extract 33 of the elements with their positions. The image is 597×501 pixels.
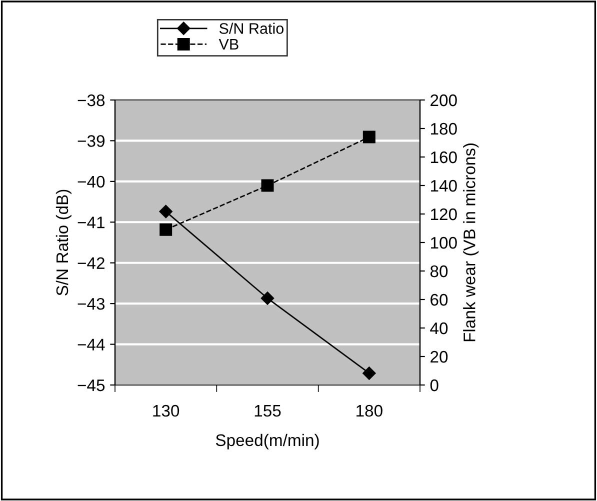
y-tick-label: −43 xyxy=(78,298,105,310)
point xyxy=(261,179,274,192)
y2-tick-label: 140 xyxy=(430,180,457,192)
y-tick-label: −42 xyxy=(78,257,104,269)
y2-tick-label: 160 xyxy=(430,151,457,164)
x-tick-label: 130 xyxy=(153,404,180,417)
y-tick-label: −44 xyxy=(78,338,105,350)
x-tick-label: 180 xyxy=(356,404,382,417)
y2-tick-label: 200 xyxy=(430,94,457,106)
legend-label: VB xyxy=(218,39,238,50)
x-tick-label: 155 xyxy=(254,405,281,417)
point xyxy=(159,204,172,218)
y-tick-label: −45 xyxy=(78,380,105,392)
y-axis-title: S/N Ratio (dB) xyxy=(56,190,72,296)
y2-tick-label: 120 xyxy=(430,208,457,220)
y2-tick-label: 180 xyxy=(430,122,457,135)
point xyxy=(362,130,376,144)
y2-tick-label: 100 xyxy=(430,236,457,249)
y2-tick-label: 0 xyxy=(430,379,438,392)
y-tick-label: −38 xyxy=(78,94,105,106)
y2-axis-title: Flank wear (VB in microns) xyxy=(463,144,479,342)
y-tick-label: −40 xyxy=(78,176,105,188)
legend-label: S/N Ratio xyxy=(219,22,284,34)
point xyxy=(362,366,376,380)
point xyxy=(160,223,172,236)
x-axis-title: Speed(m/min) xyxy=(216,434,319,450)
point xyxy=(260,292,274,305)
y2-tick-label: 40 xyxy=(430,322,448,334)
y2-tick-label: 60 xyxy=(430,294,448,306)
y-tick-label: −39 xyxy=(78,135,104,147)
y2-tick-label: 80 xyxy=(430,265,448,278)
y-tick-label: −41 xyxy=(78,216,104,228)
y2-tick-label: 20 xyxy=(430,350,448,363)
